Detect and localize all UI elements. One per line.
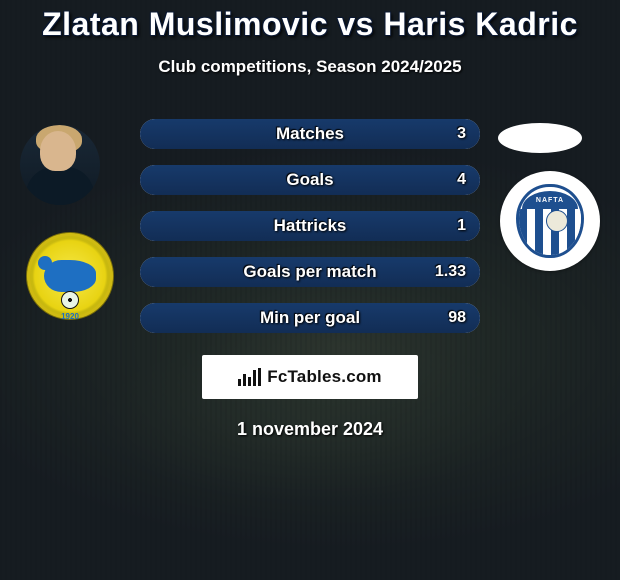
brand-text: FcTables.com <box>267 367 382 387</box>
shield-icon: NAFTA <box>516 184 584 258</box>
ball-icon <box>546 210 568 232</box>
stat-value-right: 4 <box>457 165 466 195</box>
stat-label: Goals per match <box>140 257 480 287</box>
page-subtitle: Club competitions, Season 2024/2025 <box>158 57 461 77</box>
stat-label: Min per goal <box>140 303 480 333</box>
club-left-year: 1920 <box>27 312 113 321</box>
brand-bars-icon <box>238 368 261 386</box>
club-right-banner: NAFTA <box>522 191 578 209</box>
stat-value-right: 1 <box>457 211 466 241</box>
bull-icon <box>44 260 96 292</box>
stat-label: Goals <box>140 165 480 195</box>
club-right-logo: NAFTA <box>500 171 600 271</box>
date-line: 1 november 2024 <box>237 419 383 440</box>
stat-value-right: 98 <box>448 303 466 333</box>
stat-row: Matches3 <box>140 119 480 149</box>
stat-row: Hattricks1 <box>140 211 480 241</box>
club-left-logo: 1920 <box>27 233 113 319</box>
stat-row: Min per goal98 <box>140 303 480 333</box>
stat-label: Hattricks <box>140 211 480 241</box>
ball-icon <box>61 291 79 309</box>
stat-row: Goals4 <box>140 165 480 195</box>
player-left-avatar <box>20 125 100 205</box>
page-title: Zlatan Muslimovic vs Haris Kadric <box>42 6 578 43</box>
brand-link[interactable]: FcTables.com <box>202 355 418 399</box>
stat-label: Matches <box>140 119 480 149</box>
stat-value-right: 1.33 <box>435 257 466 287</box>
stat-value-right: 3 <box>457 119 466 149</box>
stats-list: Matches3Goals4Hattricks1Goals per match1… <box>140 119 480 333</box>
player-right-avatar <box>498 123 582 153</box>
stat-row: Goals per match1.33 <box>140 257 480 287</box>
